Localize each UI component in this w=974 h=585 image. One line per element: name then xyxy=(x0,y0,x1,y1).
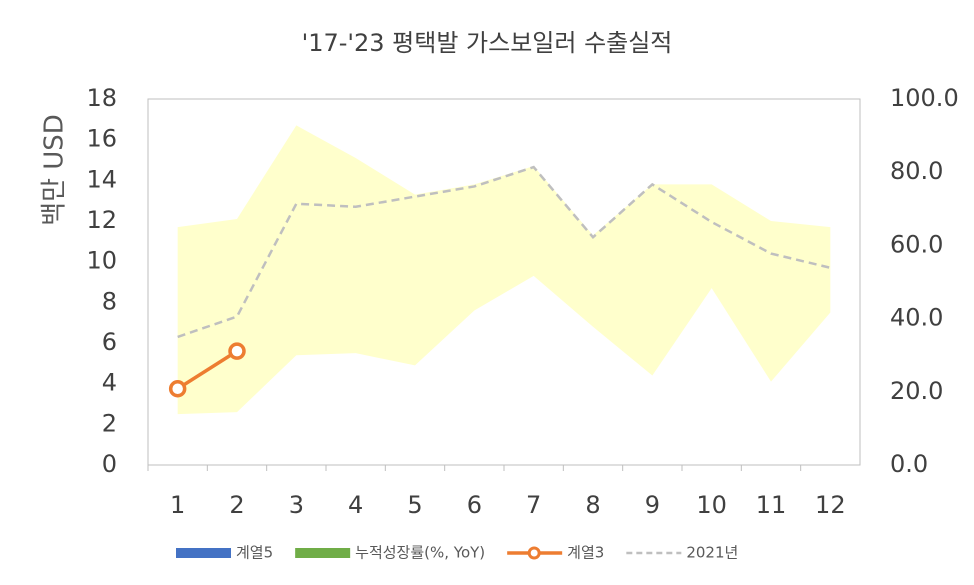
series-marker xyxy=(168,380,187,398)
y-tick-label: 10 xyxy=(86,247,117,275)
y2-tick-label: 80.0 xyxy=(890,157,943,185)
legend-label: 계열5 xyxy=(236,544,273,562)
x-tick-label: 3 xyxy=(289,491,304,519)
series-line xyxy=(176,349,238,391)
y2-tick-label: 100.0 xyxy=(890,84,959,112)
y-tick-label: 0 xyxy=(102,450,117,478)
y-tick-label: 14 xyxy=(86,165,117,193)
y2-tick-label: 60.0 xyxy=(890,230,943,258)
y-tick-label: 16 xyxy=(86,125,117,153)
x-tick-label: 4 xyxy=(348,491,363,519)
y2-tick-label: 40.0 xyxy=(890,304,943,332)
y-tick-label: 12 xyxy=(86,206,117,234)
legend-swatch xyxy=(176,548,231,558)
x-tick-label: 7 xyxy=(526,491,541,519)
y2-tick-label: 20.0 xyxy=(890,377,943,405)
range-band xyxy=(177,125,831,415)
x-tick-label: 6 xyxy=(467,491,482,519)
y2-tick-label: 0.0 xyxy=(890,450,928,478)
y-tick-label: 2 xyxy=(102,409,117,437)
legend-label: 2021년 xyxy=(686,544,738,562)
x-tick-label: 11 xyxy=(756,491,787,519)
x-tick-label: 2 xyxy=(229,491,244,519)
legend-swatch xyxy=(295,548,351,558)
x-tick-label: 5 xyxy=(407,491,422,519)
x-tick-label: 1 xyxy=(170,491,185,519)
y-tick-label: 6 xyxy=(102,328,117,356)
x-tick-label: 12 xyxy=(815,491,846,519)
chart-title: '17-'23 평택발 가스보일러 수출실적 xyxy=(302,29,673,57)
x-tick-label: 8 xyxy=(585,491,600,519)
series-marker xyxy=(228,342,246,360)
legend-marker xyxy=(527,546,541,560)
x-tick-label: 9 xyxy=(645,491,660,519)
y-axis-label: 백만 USD xyxy=(40,114,70,226)
y-tick-label: 4 xyxy=(102,369,117,397)
x-tick-label: 10 xyxy=(696,491,727,519)
y-tick-label: 8 xyxy=(102,287,117,315)
legend-label: 계열3 xyxy=(567,544,604,562)
y-tick-label: 18 xyxy=(86,84,117,112)
legend-label: 누적성장률(%, YoY) xyxy=(355,544,485,562)
